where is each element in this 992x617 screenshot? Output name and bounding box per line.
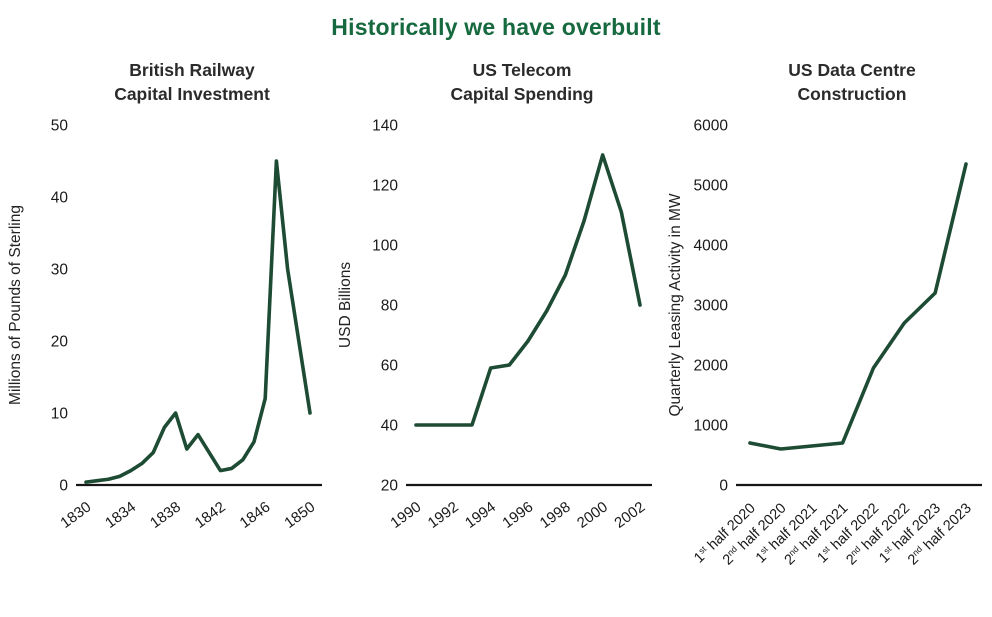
y-tick-labels: 20 40 60 80 100 120 140 — [372, 118, 398, 495]
chart-title-us-telecom: US Telecom Capital Spending — [332, 59, 660, 107]
svg-text:1846: 1846 — [237, 498, 274, 531]
svg-text:1842: 1842 — [192, 498, 229, 531]
chart-title-line-2: Capital Spending — [450, 83, 594, 104]
svg-text:1996: 1996 — [499, 498, 536, 531]
svg-text:60: 60 — [381, 358, 399, 375]
svg-text:1998: 1998 — [537, 498, 574, 531]
series-line — [84, 159, 312, 484]
svg-text:0: 0 — [59, 478, 68, 495]
y-axis-title: Millions of Pounds of Sterling — [7, 205, 24, 405]
chart-title-line-2: Capital Investment — [114, 83, 270, 104]
chart-title-us-data-centre: US Data Centre Construction — [662, 59, 990, 107]
series-line — [414, 153, 642, 427]
svg-text:1850: 1850 — [281, 498, 318, 531]
svg-text:2000: 2000 — [574, 498, 611, 531]
svg-text:1834: 1834 — [102, 498, 139, 531]
svg-text:30: 30 — [51, 262, 69, 279]
us-data-centre-chart-canvas: 0 1000 2000 3000 4000 5000 6000 Quarterly Leasi… — [667, 118, 982, 568]
svg-text:20: 20 — [381, 478, 399, 495]
svg-text:5000: 5000 — [694, 178, 729, 195]
svg-text:1994: 1994 — [462, 498, 499, 531]
svg-text:1838: 1838 — [147, 498, 184, 531]
y-tick-labels: 0 10 20 30 40 50 — [51, 118, 69, 495]
svg-text:2002: 2002 — [611, 498, 648, 531]
svg-text:0: 0 — [719, 478, 728, 495]
svg-text:1990: 1990 — [387, 498, 424, 531]
x-tick-labels: 1990 1992 1994 1996 1998 2000 2002 — [387, 498, 648, 531]
chart-title-line-1: British Railway — [129, 60, 255, 80]
chart-british-railway: British Railway Capital Investment 0 10 20… — [2, 49, 330, 607]
svg-text:6000: 6000 — [694, 118, 729, 135]
svg-text:1000: 1000 — [694, 418, 729, 435]
svg-text:140: 140 — [372, 118, 398, 135]
svg-text:80: 80 — [381, 298, 399, 315]
chart-title-line-1: US Telecom — [472, 60, 572, 80]
svg-text:40: 40 — [51, 190, 69, 207]
charts-row: British Railway Capital Investment 0 10 20… — [0, 43, 992, 607]
chart-title-line-2: Construction — [797, 83, 907, 104]
svg-text:2000: 2000 — [694, 358, 729, 375]
svg-text:4000: 4000 — [694, 238, 729, 255]
svg-text:50: 50 — [51, 118, 69, 135]
svg-text:120: 120 — [372, 178, 398, 195]
svg-text:1992: 1992 — [425, 498, 462, 531]
chart-title-british-railway: British Railway Capital Investment — [2, 59, 330, 107]
x-tick-labels: 1830 1834 1838 1842 1846 1850 — [57, 498, 318, 531]
y-axis-title: USD Billions — [337, 262, 354, 348]
y-axis-title: Quarterly Leasing Activity in MW — [667, 193, 684, 416]
svg-text:20: 20 — [51, 334, 69, 351]
y-tick-labels: 0 1000 2000 3000 4000 5000 6000 — [694, 118, 729, 495]
series-line — [748, 162, 968, 451]
svg-text:10: 10 — [51, 406, 69, 423]
svg-text:1830: 1830 — [57, 498, 94, 531]
svg-text:40: 40 — [381, 418, 399, 435]
page-title: Historically we have overbuilt — [331, 14, 661, 40]
chart-us-data-centre: US Data Centre Construction 0 1000 2000 300… — [662, 49, 990, 607]
svg-text:100: 100 — [372, 238, 398, 255]
chart-title-line-1: US Data Centre — [788, 60, 916, 80]
british-railway-chart-canvas: 0 10 20 30 40 50 Millions of Pounds of Sterlin… — [7, 118, 322, 532]
chart-us-telecom: US Telecom Capital Spending 20 40 60 80 100 1… — [332, 49, 660, 607]
svg-text:3000: 3000 — [694, 298, 729, 315]
